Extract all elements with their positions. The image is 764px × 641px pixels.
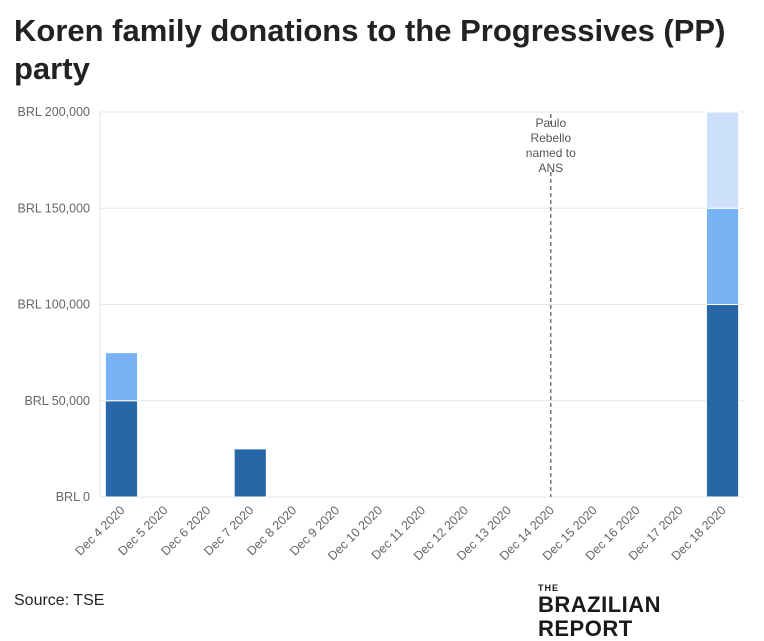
grid-lines [99,111,744,498]
bar-segment [104,352,139,402]
y-tick-label: BRL 150,000 [17,201,90,215]
bar-segment [233,448,267,498]
bar-segment [705,207,740,305]
annotation-text: Paulo Rebello named to ANS [526,116,576,175]
bars [104,111,740,498]
chart-title: Koren family donations to the Progressiv… [14,13,726,86]
brand-logo-name: BRAZILIAN REPORT [538,592,662,641]
source-note: Source: TSE [14,592,105,609]
y-tick-label: BRL 50,000 [24,394,90,408]
bar-segment [104,400,139,498]
y-tick-label: BRL 100,000 [17,298,90,312]
y-tick-label: BRL 200,000 [17,105,90,119]
y-axis: BRL 0 BRL 50,000 BRL 100,000 BRL 150,000 BRL… [17,105,90,504]
annotation: Paulo Rebello named to ANS [526,114,576,497]
brand-logo-small: THE [538,583,559,593]
bar-segment [705,304,740,498]
brand-logo: THE BRAZILIAN REPORT [538,583,758,641]
bar-segment [705,111,740,209]
y-tick-label: BRL 0 [56,490,90,504]
